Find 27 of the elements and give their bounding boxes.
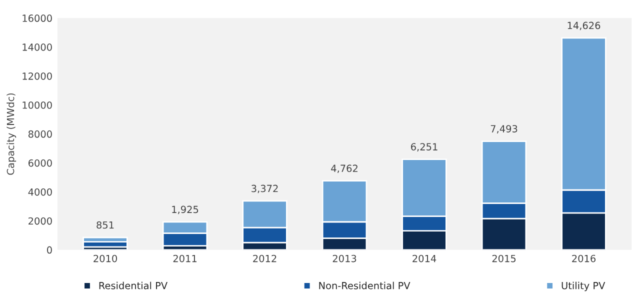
x-tick-label: 2010 xyxy=(94,254,117,262)
total-label: 4,762 xyxy=(331,164,358,174)
y-tick-label: 0 xyxy=(47,246,52,254)
y-tick-label: 14000 xyxy=(22,44,52,51)
total-label: 14,626 xyxy=(568,22,600,30)
x-tick-label: 2016 xyxy=(572,254,596,262)
total-label: 851 xyxy=(96,221,114,229)
x-tick-label: 2011 xyxy=(173,254,196,262)
x-tick-label: 2013 xyxy=(332,254,356,262)
y-axis-title: Capacity (MWdc) xyxy=(6,93,16,175)
y-tick-label: 8000 xyxy=(28,130,52,138)
total-label: 1,925 xyxy=(172,206,198,214)
legend-label: Utility PV xyxy=(562,282,606,292)
legend-label: Residential PV xyxy=(99,282,168,290)
x-tick-label: 2012 xyxy=(253,254,276,262)
legend-label: Non-Residential PV xyxy=(319,282,410,290)
y-tick-label: 6000 xyxy=(28,159,52,167)
x-tick-label: 2015 xyxy=(492,254,516,262)
x-tick-label: 2014 xyxy=(412,254,436,262)
total-label: 3,372 xyxy=(252,184,278,194)
total-label: 7,493 xyxy=(490,125,518,134)
y-tick-label: 4000 xyxy=(28,188,52,196)
y-tick-label: 16000 xyxy=(22,14,52,22)
y-tick-label: 12000 xyxy=(22,72,52,80)
total-label: 6,251 xyxy=(411,143,438,152)
y-tick-label: 2000 xyxy=(28,217,52,225)
y-tick-label: 10000 xyxy=(22,101,52,109)
